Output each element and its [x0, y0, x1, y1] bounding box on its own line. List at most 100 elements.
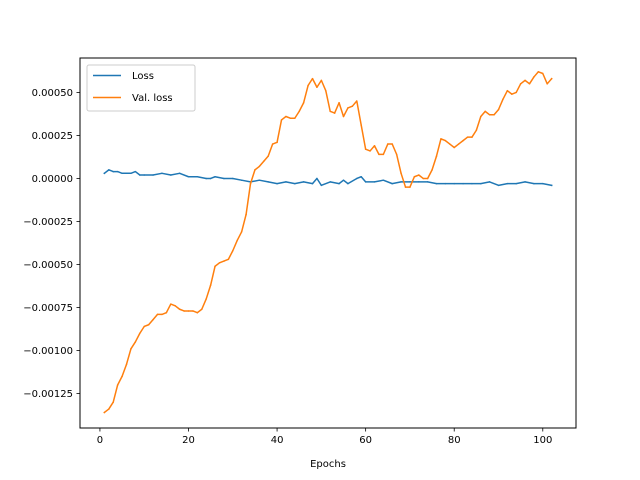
data-point-1-76 — [440, 138, 442, 140]
data-point-0-45 — [426, 181, 429, 183]
data-point-1-54 — [342, 115, 345, 118]
data-point-1-24 — [209, 284, 212, 286]
data-point-1-58 — [360, 124, 362, 126]
data-point-0-13 — [178, 172, 181, 175]
data-point-1-84 — [475, 129, 478, 132]
data-point-1-62 — [378, 153, 380, 156]
y-tick-label-3: −0.00050 — [23, 260, 73, 271]
data-point-1-73 — [426, 177, 429, 180]
data-point-1-95 — [524, 79, 526, 82]
data-point-1-90 — [502, 98, 504, 101]
data-point-0-56 — [524, 181, 526, 183]
data-point-1-10 — [147, 323, 150, 326]
data-point-1-28 — [227, 258, 230, 261]
data-point-1-100 — [546, 83, 548, 85]
data-point-1-69 — [409, 186, 411, 188]
data-point-1-83 — [471, 136, 473, 138]
data-point-1-36 — [263, 160, 265, 163]
data-point-0-3 — [116, 170, 119, 173]
data-point-1-53 — [338, 101, 340, 104]
data-point-1-33 — [249, 182, 252, 185]
data-point-1-71 — [418, 174, 420, 176]
data-point-1-88 — [493, 114, 495, 116]
data-point-1-91 — [506, 89, 509, 92]
legend-label-loss: Loss — [132, 71, 154, 82]
plot-frame — [79, 57, 577, 429]
data-point-1-14 — [165, 311, 168, 314]
data-point-1-20 — [192, 310, 194, 312]
data-point-1-61 — [373, 145, 376, 147]
y-axis: −0.00125 −0.00100 −0.00075 −0.00050 −0.00025… — [23, 88, 80, 400]
data-point-0-57 — [533, 182, 535, 185]
data-point-1-101 — [550, 77, 553, 80]
data-point-1-97 — [533, 76, 535, 78]
data-point-1-32 — [245, 213, 247, 216]
data-point-1-43 — [294, 117, 296, 119]
data-point-1-64 — [387, 143, 389, 145]
data-point-1-18 — [183, 310, 185, 312]
data-point-1-27 — [223, 260, 225, 262]
data-point-0-47 — [444, 182, 447, 185]
data-point-0-24 — [267, 181, 269, 183]
x-tick-label-2: 40 — [271, 435, 284, 446]
data-point-1-55 — [347, 107, 349, 109]
data-point-0-10 — [152, 174, 154, 176]
data-point-1-40 — [280, 119, 283, 121]
y-tick-label-7: 0.00050 — [32, 88, 73, 99]
data-point-0-29 — [311, 182, 314, 185]
data-point-0-17 — [209, 177, 212, 180]
data-point-1-98 — [537, 71, 540, 73]
data-point-1-42 — [289, 117, 292, 119]
data-point-0-34 — [342, 179, 345, 181]
data-point-1-2 — [112, 401, 114, 403]
data-point-0-15 — [196, 175, 199, 178]
data-point-1-86 — [484, 110, 486, 113]
data-point-1-41 — [285, 115, 287, 118]
data-point-1-80 — [457, 143, 460, 145]
data-point-1-77 — [444, 139, 447, 142]
y-tick-label-5: 0.00000 — [32, 174, 73, 185]
data-point-0-12 — [170, 174, 172, 176]
data-point-1-65 — [391, 143, 393, 145]
data-point-0-39 — [373, 181, 376, 183]
data-point-0-44 — [418, 181, 420, 183]
data-point-1-34 — [254, 169, 256, 171]
data-point-1-16 — [174, 305, 176, 307]
data-point-1-60 — [369, 150, 371, 152]
data-point-1-57 — [356, 100, 358, 102]
data-point-1-4 — [121, 375, 123, 378]
data-point-0-42 — [400, 181, 402, 183]
x-tick-label-0: 0 — [97, 435, 103, 446]
data-point-0-55 — [515, 182, 517, 185]
data-point-1-45 — [302, 101, 305, 104]
data-point-1-6 — [130, 348, 132, 350]
y-tick-label-0: −0.00125 — [23, 389, 73, 400]
data-point-0-5 — [125, 172, 128, 175]
data-point-1-82 — [466, 136, 469, 138]
data-point-0-51 — [480, 182, 482, 185]
data-point-0-27 — [294, 182, 296, 185]
data-point-0-54 — [506, 182, 509, 185]
data-point-1-89 — [497, 108, 500, 111]
series-layer — [103, 71, 553, 414]
data-point-1-9 — [143, 325, 145, 328]
data-point-1-44 — [298, 110, 300, 113]
data-point-1-67 — [400, 172, 402, 175]
data-point-1-35 — [258, 165, 261, 168]
data-point-0-31 — [320, 184, 323, 187]
data-point-1-13 — [161, 313, 163, 316]
data-point-0-49 — [462, 182, 464, 185]
data-point-1-50 — [325, 89, 327, 92]
data-point-1-94 — [519, 83, 522, 85]
data-point-1-26 — [218, 262, 221, 264]
data-point-1-96 — [528, 83, 531, 85]
data-point-0-32 — [329, 181, 331, 183]
legend-box — [86, 64, 196, 112]
data-point-0-7 — [134, 170, 137, 173]
data-point-0-19 — [223, 177, 225, 180]
x-tick-label-5: 100 — [533, 435, 552, 446]
data-point-1-72 — [422, 177, 424, 180]
data-point-0-20 — [232, 177, 234, 180]
data-point-1-11 — [152, 318, 154, 321]
